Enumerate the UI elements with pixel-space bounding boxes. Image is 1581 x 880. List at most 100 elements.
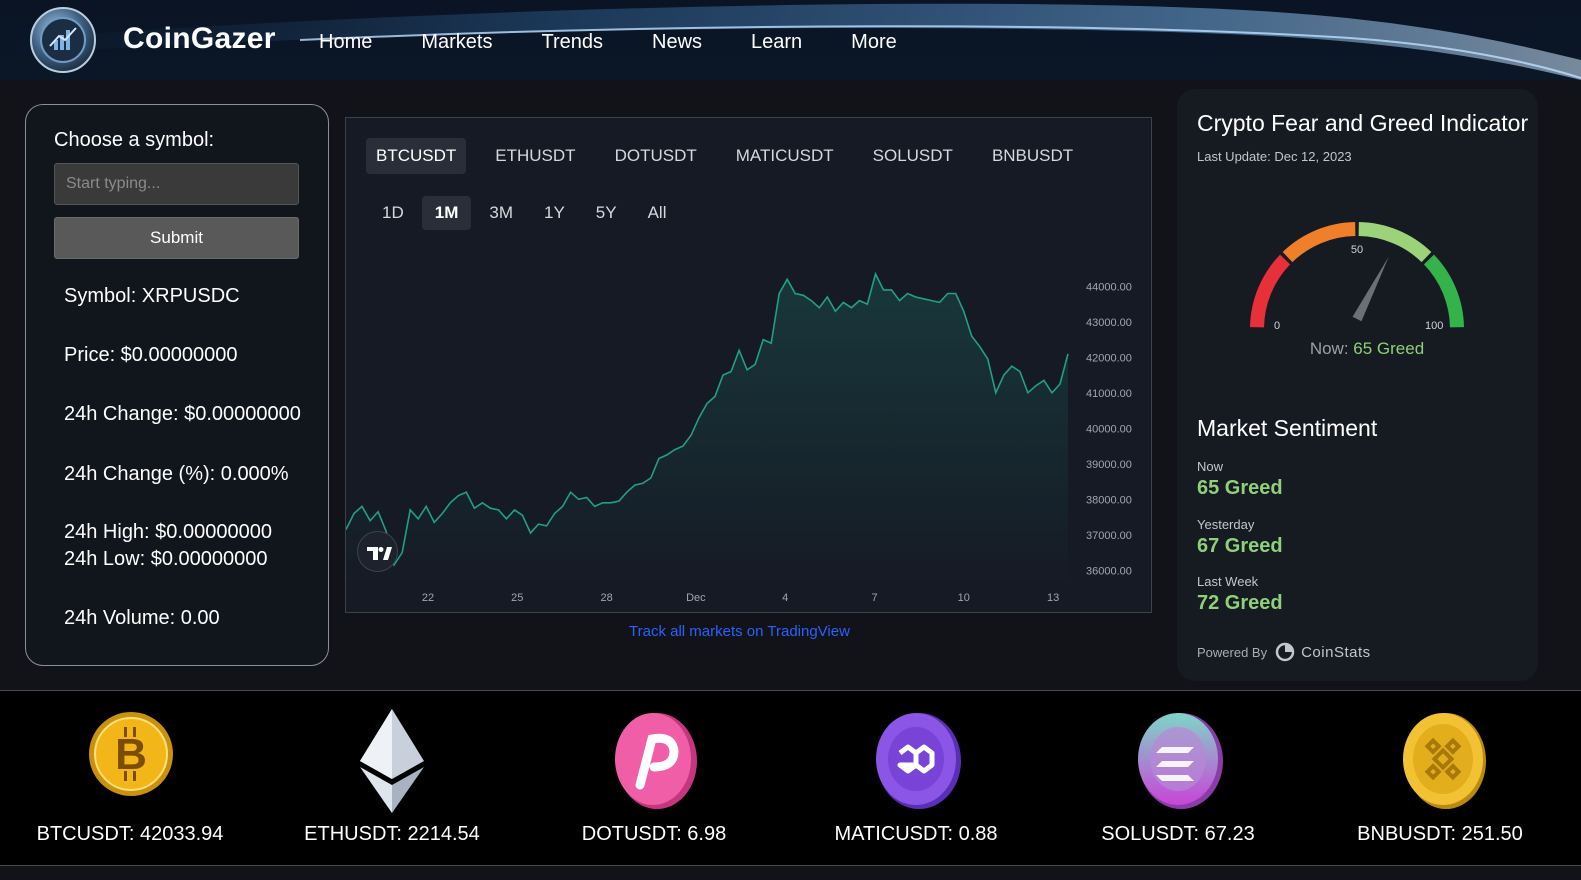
sentiment-lastweek-value: 72 Greed [1197, 592, 1283, 614]
y-tick-label: 37000.00 [1086, 530, 1132, 542]
sentiment-yesterday-label: Yesterday [1197, 517, 1255, 532]
fear-greed-gauge: 0 50 100 [1250, 222, 1464, 332]
gauge-arc-extreme-fear [1250, 254, 1291, 328]
y-tick-label: 41000.00 [1086, 388, 1132, 400]
last-update-text: Last Update: Dec 12, 2023 [1197, 149, 1352, 164]
change-text: 24h Change: $0.00000000 [64, 403, 301, 425]
volume-text: 24h Volume: 0.00 [64, 607, 220, 629]
polygon-icon [876, 713, 961, 809]
range-1y[interactable]: 1Y [543, 203, 565, 222]
symbol-search-input[interactable] [54, 163, 299, 205]
tab-solusdt[interactable]: SOLUSDT [872, 146, 953, 165]
nav-home[interactable]: Home [319, 31, 373, 53]
brand-name[interactable]: CoinGazer [123, 22, 276, 55]
gauge-arc-greed [1358, 222, 1432, 263]
bitcoin-icon: B [89, 712, 173, 796]
y-tick-label: 42000.00 [1086, 352, 1132, 364]
y-tick-label: 39000.00 [1086, 459, 1132, 471]
x-tick-label: 28 [600, 592, 612, 604]
gauge-arcs [1250, 222, 1464, 328]
y-axis-labels: 44000.00 43000.00 42000.00 41000.00 40000.00… [1086, 281, 1132, 577]
tab-ethusdt[interactable]: ETHUSDT [495, 146, 576, 165]
nav-more[interactable]: More [851, 31, 897, 53]
tab-bnbusdt[interactable]: BNBUSDT [991, 146, 1074, 165]
bnb-icon [1403, 713, 1486, 809]
now-prefix: Now: [1309, 339, 1354, 358]
gauge-needle [1352, 256, 1389, 322]
choose-symbol-label: Choose a symbol: [54, 129, 215, 151]
sentiment-yesterday-value: 67 Greed [1197, 535, 1283, 557]
x-tick-label: 4 [782, 592, 788, 604]
range-1m[interactable]: 1M [421, 196, 472, 230]
now-value: 65 Greed [1353, 339, 1425, 358]
price-area-fill [346, 274, 1068, 588]
fear-greed-panel: Crypto Fear and Greed Indicator Last Upd… [1177, 89, 1538, 681]
ticker-label: MATICUSDT: 0.88 [834, 823, 998, 845]
range-1d[interactable]: 1D [382, 203, 404, 222]
price-text: Price: $0.00000000 [64, 344, 238, 366]
tradingview-logo-icon[interactable] [357, 531, 398, 572]
low-text: 24h Low: $0.00000000 [64, 548, 268, 570]
powered-by-label: Powered By [1197, 644, 1268, 660]
sentiment-now-value: 65 Greed [1197, 477, 1283, 499]
gauge-min-label: 0 [1274, 320, 1280, 332]
range-5y[interactable]: 5Y [595, 203, 617, 222]
tradingview-link[interactable]: Track all markets on TradingView [629, 623, 850, 640]
ticker-label: BNBUSDT: 251.50 [1357, 823, 1523, 845]
coinstats-icon[interactable] [1275, 642, 1295, 662]
x-tick-label: 25 [511, 592, 523, 604]
sentiment-now-label: Now [1197, 459, 1224, 474]
nav-news[interactable]: News [652, 31, 703, 53]
price-chart[interactable]: 44000.00 43000.00 42000.00 41000.00 40000.00… [346, 118, 1151, 612]
sentiment-lastweek-label: Last Week [1197, 574, 1259, 589]
coinstats-link[interactable]: CoinStats [1301, 643, 1371, 661]
submit-button[interactable]: Submit [54, 217, 299, 259]
gauge-max-label: 100 [1425, 320, 1443, 332]
y-tick-label: 43000.00 [1086, 317, 1132, 329]
market-sentiment-title: Market Sentiment [1197, 415, 1378, 441]
y-tick-label: 38000.00 [1086, 494, 1132, 506]
x-tick-label: 13 [1047, 592, 1059, 604]
fear-greed-now: Now: 65 Greed [1177, 339, 1557, 359]
tab-btcusdt[interactable]: BTCUSDT [366, 138, 467, 174]
ticker-label: SOLUSDT: 67.23 [1101, 823, 1255, 845]
tab-maticusdt[interactable]: MATICUSDT [735, 146, 834, 165]
svg-text:B: B [115, 730, 147, 779]
ticker-label: DOTUSDT: 6.98 [581, 823, 727, 845]
crypto-ticker-bar: B BTCUSDT: 42033.94 ETHUSDT: 2214.54 DOT… [0, 690, 1581, 866]
nav-learn[interactable]: Learn [751, 31, 803, 53]
high-text: 24h High: $0.00000000 [64, 521, 272, 543]
header-background [0, 3, 1581, 80]
range-tabs: 1D 1M 3M 1Y 5Y All [369, 196, 684, 230]
nav-trends[interactable]: Trends [541, 31, 603, 53]
tradingview-chart-widget: 44000.00 43000.00 42000.00 41000.00 40000.00… [345, 117, 1152, 613]
fear-greed-title: Crypto Fear and Greed Indicator [1197, 110, 1529, 136]
x-tick-label: 7 [871, 592, 877, 604]
ticker-label: BTCUSDT: 42033.94 [36, 823, 224, 845]
symbol-tabs: BTCUSDT ETHUSDT DOTUSDT MATICUSDT SOLUSD… [366, 138, 1102, 174]
nav-markets[interactable]: Markets [421, 31, 493, 53]
polkadot-icon [615, 713, 697, 809]
y-tick-label: 44000.00 [1086, 281, 1132, 293]
coingazer-logo[interactable] [26, 6, 100, 74]
site-header: CoinGazer Home Markets Trends News Learn… [0, 0, 1581, 80]
symbol-text: Symbol: XRPUSDC [64, 285, 240, 307]
price-line [346, 271, 1069, 567]
gauge-arc-extreme-greed [1423, 254, 1464, 328]
x-tick-label: 22 [422, 592, 434, 604]
solana-icon [1138, 713, 1223, 809]
x-axis-labels: 22 25 28 Dec 4 7 10 13 [422, 592, 1059, 604]
gauge-mid-label: 50 [1351, 244, 1363, 256]
range-3m[interactable]: 3M [489, 203, 513, 222]
main-nav: Home Markets Trends News Learn More [319, 31, 946, 54]
tab-dotusdt[interactable]: DOTUSDT [614, 146, 697, 165]
gauge-arc-fear [1282, 222, 1356, 263]
x-tick-label: 10 [958, 592, 970, 604]
x-tick-label: Dec [686, 592, 706, 604]
symbol-lookup-panel: Choose a symbol: Submit Symbol: XRPUSDC … [25, 104, 329, 666]
ethereum-icon [360, 709, 424, 813]
y-tick-label: 36000.00 [1086, 565, 1132, 577]
y-tick-label: 40000.00 [1086, 423, 1132, 435]
ticker-label: ETHUSDT: 2214.54 [304, 823, 480, 845]
range-all[interactable]: All [647, 203, 667, 222]
